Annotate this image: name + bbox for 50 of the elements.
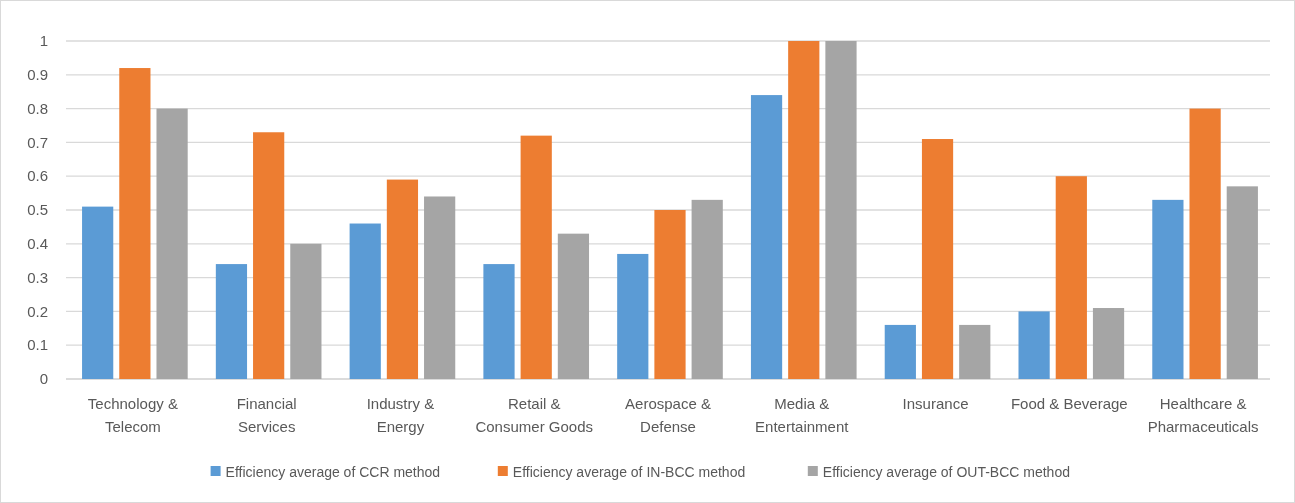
bar	[788, 41, 820, 379]
bar	[386, 179, 419, 379]
bar	[921, 139, 954, 379]
bar	[1055, 176, 1087, 379]
x-tick-label: Media & Entertainment	[755, 395, 850, 435]
x-tick-label: Food & Beverage	[1010, 395, 1128, 412]
bar	[1092, 308, 1125, 379]
y-tick-label: 0.2	[27, 302, 48, 320]
legend-label: Efficiency average of IN-BCC method	[512, 463, 746, 480]
bar	[119, 68, 151, 379]
x-tick-label: Retail & Consumer Goods	[475, 395, 593, 435]
x-tick-label: Aerospace & Defense	[625, 395, 711, 435]
x-tick-label: Industry & Energy	[366, 395, 435, 435]
y-tick-label: 1	[39, 32, 48, 50]
bar	[290, 243, 322, 379]
y-tick-label: 0.8	[27, 99, 48, 117]
bar	[750, 95, 783, 379]
y-tick-label: 0.3	[27, 268, 48, 286]
bar	[82, 206, 114, 379]
bar	[884, 324, 916, 379]
bar	[617, 253, 649, 379]
bar	[1189, 108, 1221, 379]
y-tick-label: 0.5	[27, 201, 48, 219]
x-tick-label: Technology & Telecom	[87, 395, 178, 435]
bar	[654, 210, 686, 379]
y-tick-label: 0.9	[27, 66, 48, 84]
y-tick-label: 0.4	[27, 235, 48, 253]
bar	[483, 264, 515, 379]
x-tick-label: Healthcare & Pharmaceuticals	[1147, 395, 1259, 435]
bar	[1152, 199, 1184, 379]
bar	[156, 108, 188, 379]
bar	[424, 196, 456, 379]
bar	[349, 223, 381, 379]
bar	[557, 233, 590, 379]
bar	[1018, 311, 1050, 379]
legend-label: Efficiency average of OUT-BCC method	[822, 463, 1070, 480]
bar	[825, 41, 857, 379]
y-tick-label: 0.7	[27, 133, 48, 151]
y-tick-label: 0	[39, 370, 48, 388]
bar	[253, 132, 285, 379]
x-tick-label: Financial Services	[236, 395, 297, 435]
bar	[691, 199, 723, 379]
bar	[520, 135, 552, 379]
y-tick-label: 0.6	[27, 167, 48, 185]
bar	[215, 264, 248, 379]
x-tick-label: Insurance	[902, 395, 969, 412]
bar	[959, 324, 991, 379]
bar	[1226, 186, 1258, 379]
legend-label: Efficiency average of CCR method	[225, 463, 441, 480]
y-tick-label: 0.1	[27, 336, 48, 354]
